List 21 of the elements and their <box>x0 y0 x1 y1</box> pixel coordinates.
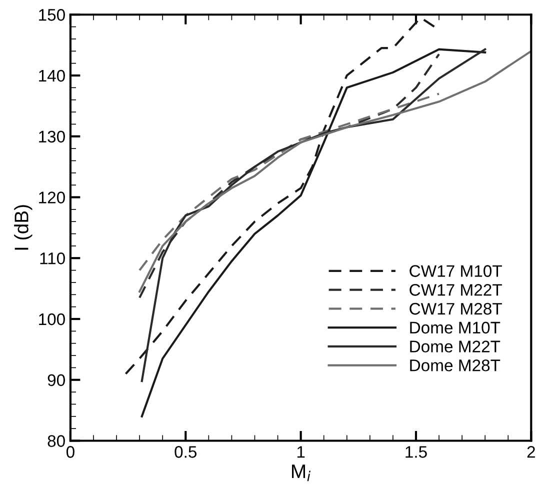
y-tick-label: 90 <box>48 374 65 386</box>
legend-label: Dome M10T <box>410 322 500 334</box>
y-tick-label: 150 <box>39 9 65 21</box>
x-tick-label: 0.5 <box>174 446 197 458</box>
x-tick-label: 0 <box>66 446 74 458</box>
y-tick-label: 100 <box>39 313 65 326</box>
y-tick-label: 140 <box>39 70 65 82</box>
legend-label: Dome M28T <box>410 360 500 372</box>
legend-label: CW17 M10T <box>410 265 502 277</box>
x-tick-label: 1.5 <box>406 446 427 458</box>
legend-label: CW17 M28T <box>410 302 502 315</box>
y-tick-label: 130 <box>39 130 65 143</box>
y-tick-label: 120 <box>39 192 65 204</box>
legend-label: Dome M22T <box>410 340 500 352</box>
y-axis-title: I (dB) <box>14 205 32 250</box>
y-tick-label: 110 <box>40 252 65 264</box>
legend-label: CW17 M22T <box>410 284 502 296</box>
x-axis-title: M$_{i}$ <box>292 464 311 482</box>
y-tick-label: 80 <box>48 435 65 447</box>
x-tick-label: 1 <box>297 446 305 458</box>
x-tick-label: 2 <box>527 446 535 458</box>
